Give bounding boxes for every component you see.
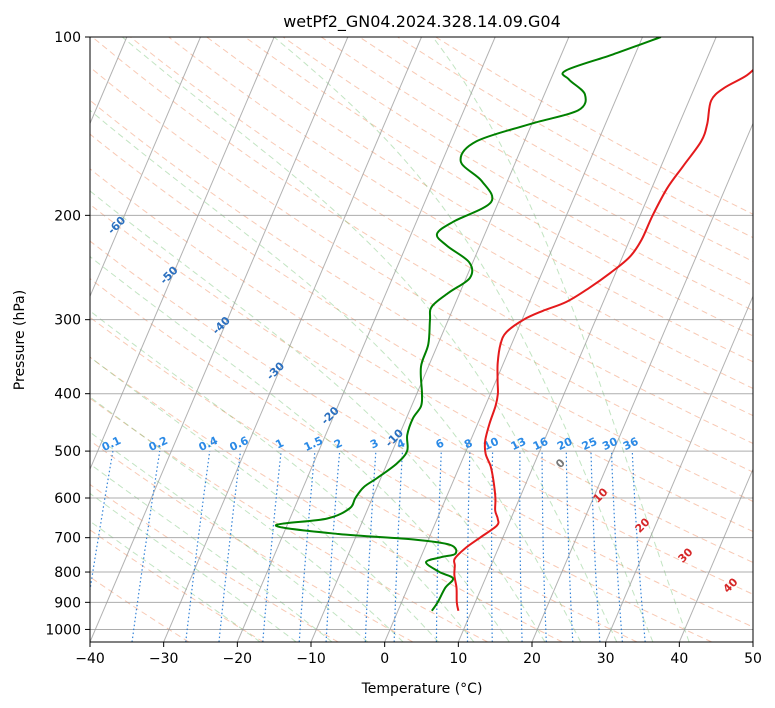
y-tick-label: 1000 xyxy=(45,622,81,638)
isotherm xyxy=(678,467,753,642)
dewpoint-profile-line xyxy=(274,37,662,612)
isotherm xyxy=(90,37,275,471)
y-tick-label: 200 xyxy=(54,208,81,224)
moist-adiabat xyxy=(121,37,618,642)
isotherm xyxy=(457,37,717,642)
isotherm xyxy=(163,37,422,642)
y-tick-label: 700 xyxy=(54,531,81,547)
x-axis-label: Temperature (°C) xyxy=(361,681,483,697)
moist-adiabat xyxy=(432,37,690,642)
y-tick-label: 100 xyxy=(54,30,81,46)
x-tick-label: −40 xyxy=(75,651,105,667)
dry-adiabat xyxy=(91,37,753,445)
mixing-ratio-label: 20 xyxy=(555,435,575,453)
plot-frame xyxy=(89,36,754,643)
temperature-profile-line xyxy=(453,68,753,611)
mixing-ratio-line xyxy=(131,451,161,642)
moist-adiabat xyxy=(90,520,261,642)
mixing-ratio-line xyxy=(218,451,242,642)
dry-adiabat xyxy=(90,529,264,642)
x-tick-label: 50 xyxy=(744,651,762,667)
dry-adiabat xyxy=(90,316,638,642)
x-tick-label: 0 xyxy=(380,651,389,667)
dry-adiabat xyxy=(90,356,563,642)
mixing-ratio-line xyxy=(262,451,282,642)
moist-adiabat xyxy=(90,463,333,642)
moist-adiabat xyxy=(90,356,439,642)
dry-adiabat xyxy=(282,37,753,312)
mixing-ratio-label: 36 xyxy=(621,435,641,453)
isotherm xyxy=(531,122,753,642)
dry-adiabat xyxy=(90,203,753,595)
mixing-ratio-line xyxy=(185,451,211,642)
axes: −40 −30 −20 −10 0 10 20 30 40 50 100 200 300 400 500 60… xyxy=(45,30,762,667)
y-tick-label: 500 xyxy=(54,444,81,460)
x-tick-label: −10 xyxy=(296,651,326,667)
moist-adiabat xyxy=(90,255,510,642)
y-tick-label: 400 xyxy=(54,387,81,403)
mixing-ratio-label: 30 xyxy=(600,435,620,453)
mixing-ratio-label: 13 xyxy=(509,435,528,453)
x-tick-label: −30 xyxy=(149,651,179,667)
dry-adiabat xyxy=(90,240,753,628)
dry-adiabat xyxy=(130,37,753,417)
y-tick-label: 600 xyxy=(54,491,81,507)
mixing-ratio-line xyxy=(298,451,316,642)
moist-adiabat xyxy=(90,396,404,642)
moist-adiabat xyxy=(90,431,369,642)
isotherm xyxy=(310,37,570,642)
mixing-ratio-label: 16 xyxy=(531,435,551,453)
moist-adiabat xyxy=(90,492,297,642)
dry-adiabat xyxy=(90,278,712,642)
dry-adiabat xyxy=(168,37,753,389)
moist-adiabat xyxy=(273,37,654,642)
dry-adiabat xyxy=(90,483,339,642)
plot-area: 0.10.20.40.611.52346810131620253036-100-… xyxy=(90,37,753,642)
x-tick-label: 40 xyxy=(670,651,688,667)
isotherm xyxy=(90,37,201,298)
dry-adiabat xyxy=(244,37,753,337)
isotherm xyxy=(236,37,496,642)
isotherm xyxy=(605,295,753,642)
y-axis-label: Pressure (hPa) xyxy=(12,290,28,390)
y-tick-label: 900 xyxy=(54,595,81,611)
isotherm xyxy=(90,37,349,642)
x-tick-label: 30 xyxy=(597,651,615,667)
chart-title: wetPf2_GN04.2024.328.14.09.G04 xyxy=(283,12,561,32)
y-tick-label: 300 xyxy=(54,313,81,329)
x-tick-label: 10 xyxy=(449,651,467,667)
y-tick-label: 800 xyxy=(54,565,81,581)
dry-adiabat xyxy=(90,99,753,502)
mixing-ratio-label: 25 xyxy=(580,435,599,453)
mixing-ratio-line xyxy=(631,451,646,642)
x-tick-label: −20 xyxy=(223,651,253,667)
x-tick-label: 20 xyxy=(523,651,541,667)
dry-adiabat xyxy=(90,133,753,533)
mixing-ratio-line xyxy=(90,450,114,594)
